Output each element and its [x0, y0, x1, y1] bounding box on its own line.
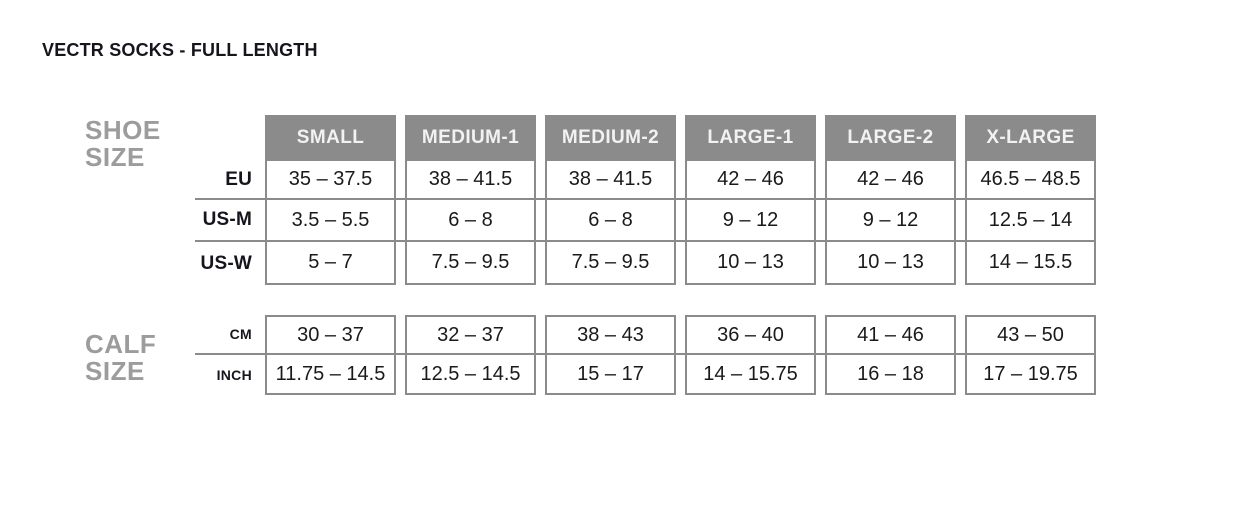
column-header-small: SMALL: [265, 115, 396, 161]
table-cell: 9 – 12: [825, 200, 956, 240]
table-row-us-m: US-M 3.5 – 5.5 6 – 8 6 – 8 9 – 12 9 – 12…: [195, 200, 1096, 242]
table-cell: 46.5 – 48.5: [965, 161, 1096, 198]
calf-size-section-label: CALF SIZE: [85, 331, 156, 385]
table-cell: 11.75 – 14.5: [265, 355, 396, 395]
table-cell: 5 – 7: [265, 242, 396, 285]
table-cell: 9 – 12: [685, 200, 816, 240]
row-cells: 11.75 – 14.5 12.5 – 14.5 15 – 17 14 – 15…: [265, 355, 1096, 395]
size-header-row: SMALL MEDIUM-1 MEDIUM-2 LARGE-1 LARGE-2 …: [195, 115, 1096, 161]
table-row-eu: EU 35 – 37.5 38 – 41.5 38 – 41.5 42 – 46…: [195, 161, 1096, 200]
row-label-us-w: US-W: [200, 252, 252, 274]
page-title: VECTR SOCKS - FULL LENGTH: [42, 40, 318, 60]
size-header-cells: SMALL MEDIUM-1 MEDIUM-2 LARGE-1 LARGE-2 …: [265, 115, 1096, 161]
table-cell: 42 – 46: [825, 161, 956, 198]
row-label-eu: EU: [225, 168, 252, 190]
table-cell: 38 – 43: [545, 315, 676, 353]
table-cell: 12.5 – 14.5: [405, 355, 536, 395]
column-header-x-large: X-LARGE: [965, 115, 1096, 161]
table-cell: 7.5 – 9.5: [405, 242, 536, 285]
table-row-us-w: US-W 5 – 7 7.5 – 9.5 7.5 – 9.5 10 – 13 1…: [195, 242, 1096, 285]
column-header-medium-1: MEDIUM-1: [405, 115, 536, 161]
table-cell: 38 – 41.5: [405, 161, 536, 198]
table-cell: 43 – 50: [965, 315, 1096, 353]
row-label-cm: CM: [229, 326, 252, 342]
shoe-size-table: SMALL MEDIUM-1 MEDIUM-2 LARGE-1 LARGE-2 …: [195, 115, 1096, 285]
table-row-inch: INCH 11.75 – 14.5 12.5 – 14.5 15 – 17 14…: [195, 355, 1096, 395]
table-cell: 30 – 37: [265, 315, 396, 353]
calf-size-label-line2: SIZE: [85, 356, 145, 386]
column-header-large-1: LARGE-1: [685, 115, 816, 161]
table-cell: 36 – 40: [685, 315, 816, 353]
table-cell: 15 – 17: [545, 355, 676, 395]
calf-size-label-line1: CALF: [85, 329, 157, 359]
row-label-spacer: [195, 115, 265, 161]
row-label-inch: INCH: [216, 367, 252, 383]
table-cell: 10 – 13: [825, 242, 956, 285]
table-cell: 42 – 46: [685, 161, 816, 198]
table-cell: 3.5 – 5.5: [265, 200, 396, 240]
table-cell: 12.5 – 14: [965, 200, 1096, 240]
shoe-size-label-line1: SHOE: [85, 115, 161, 145]
table-cell: 6 – 8: [545, 200, 676, 240]
row-cells: 30 – 37 32 – 37 38 – 43 36 – 40 41 – 46 …: [265, 315, 1096, 353]
shoe-size-label-line2: SIZE: [85, 142, 145, 172]
table-cell: 16 – 18: [825, 355, 956, 395]
table-cell: 35 – 37.5: [265, 161, 396, 198]
table-cell: 6 – 8: [405, 200, 536, 240]
table-cell: 41 – 46: [825, 315, 956, 353]
row-cells: 5 – 7 7.5 – 9.5 7.5 – 9.5 10 – 13 10 – 1…: [265, 242, 1096, 285]
shoe-size-section-label: SHOE SIZE: [85, 117, 161, 171]
row-cells: 3.5 – 5.5 6 – 8 6 – 8 9 – 12 9 – 12 12.5…: [265, 200, 1096, 240]
table-cell: 14 – 15.75: [685, 355, 816, 395]
table-cell: 38 – 41.5: [545, 161, 676, 198]
table-cell: 32 – 37: [405, 315, 536, 353]
table-cell: 14 – 15.5: [965, 242, 1096, 285]
column-header-large-2: LARGE-2: [825, 115, 956, 161]
table-cell: 17 – 19.75: [965, 355, 1096, 395]
row-cells: 35 – 37.5 38 – 41.5 38 – 41.5 42 – 46 42…: [265, 161, 1096, 198]
column-header-medium-2: MEDIUM-2: [545, 115, 676, 161]
table-cell: 7.5 – 9.5: [545, 242, 676, 285]
table-cell: 10 – 13: [685, 242, 816, 285]
table-row-cm: CM 30 – 37 32 – 37 38 – 43 36 – 40 41 – …: [195, 315, 1096, 355]
calf-size-table: CM 30 – 37 32 – 37 38 – 43 36 – 40 41 – …: [195, 315, 1096, 395]
row-label-us-m: US-M: [202, 209, 252, 230]
